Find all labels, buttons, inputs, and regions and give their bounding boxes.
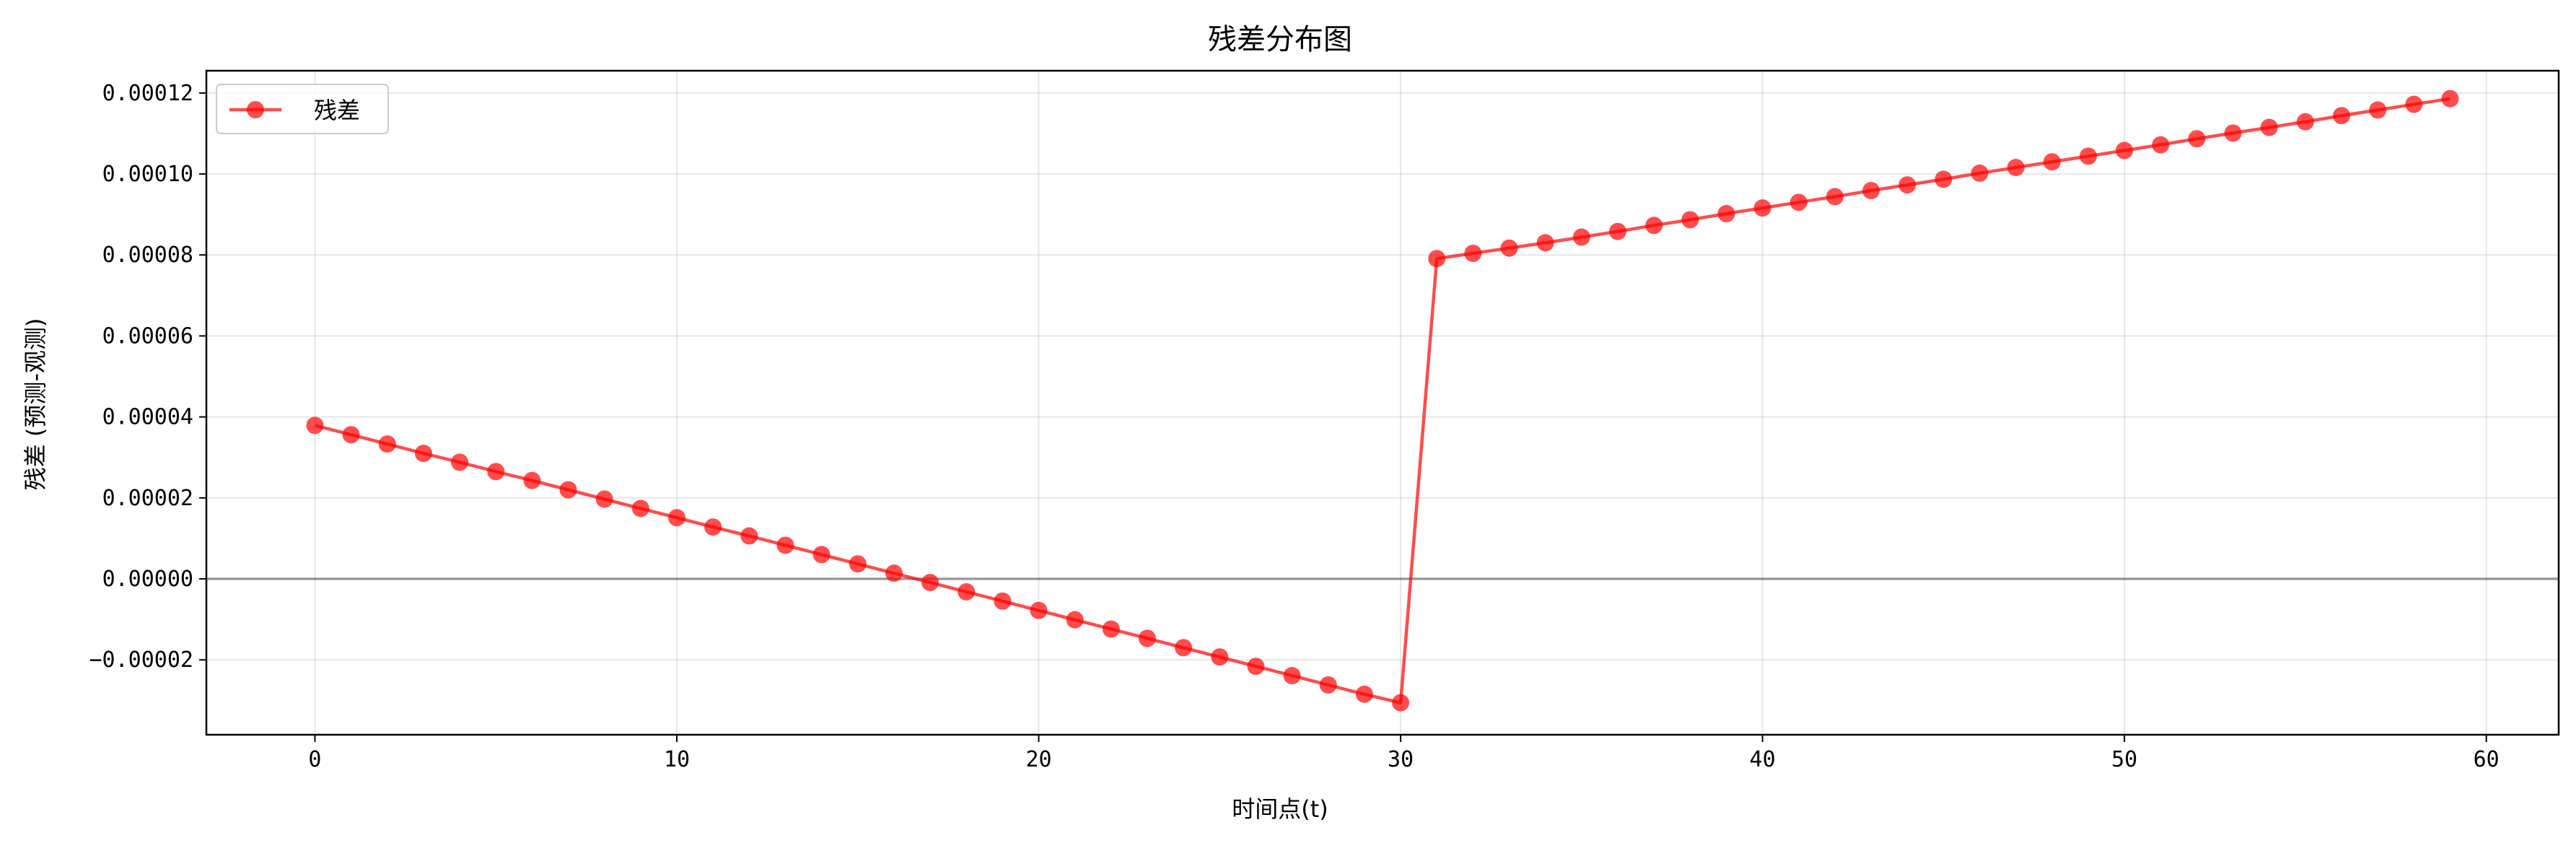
data-point xyxy=(1717,205,1735,223)
data-point xyxy=(559,481,577,499)
data-point xyxy=(885,564,903,582)
y-tick-label: 0.00012 xyxy=(102,81,193,106)
data-point xyxy=(1862,182,1880,200)
data-point xyxy=(1645,217,1663,235)
y-tick-label: −0.00002 xyxy=(89,647,194,673)
data-point xyxy=(849,555,867,573)
x-tick-label: 50 xyxy=(2111,747,2137,772)
data-point xyxy=(776,536,794,554)
x-tick-label: 10 xyxy=(664,747,690,772)
x-axis-label: 时间点(t) xyxy=(1232,795,1328,823)
data-point xyxy=(1609,222,1626,240)
data-point xyxy=(1175,639,1193,657)
data-point xyxy=(2188,130,2206,148)
data-point xyxy=(2116,141,2134,160)
y-tick-label: 0.00004 xyxy=(102,405,193,430)
data-point xyxy=(595,490,613,508)
data-point xyxy=(1464,245,1482,262)
data-point xyxy=(740,527,758,545)
data-point xyxy=(1319,676,1337,694)
data-point xyxy=(704,518,722,536)
data-point xyxy=(2007,159,2025,177)
data-point xyxy=(378,435,396,453)
data-point xyxy=(1500,239,1518,257)
data-point xyxy=(631,499,649,517)
data-point xyxy=(1428,250,1446,268)
data-point xyxy=(2260,118,2278,136)
legend-label: 残差 xyxy=(314,97,360,124)
data-point xyxy=(1935,170,1953,188)
y-tick-label: 0.00008 xyxy=(102,243,193,268)
data-point xyxy=(2224,124,2242,142)
data-point xyxy=(812,546,831,564)
data-point xyxy=(523,471,541,489)
data-point xyxy=(2080,147,2097,165)
data-point xyxy=(2405,95,2423,113)
data-point xyxy=(1211,648,1229,666)
data-point xyxy=(1572,228,1590,246)
data-point xyxy=(1247,658,1265,676)
data-point xyxy=(921,574,939,592)
x-tick-label: 20 xyxy=(1025,747,1051,772)
data-point xyxy=(1536,234,1554,252)
legend-box xyxy=(216,84,389,134)
data-point xyxy=(451,453,469,471)
data-point xyxy=(1971,164,1989,182)
data-point xyxy=(487,463,505,481)
data-point xyxy=(2441,89,2459,108)
data-point xyxy=(2043,153,2061,171)
y-axis-ticks: −0.00002 0.00000 0.00002 0.00004 0.00006 0.00… xyxy=(89,81,206,673)
data-point xyxy=(2296,113,2314,131)
data-point xyxy=(958,582,976,600)
data-point xyxy=(1789,193,1808,211)
data-point xyxy=(1139,629,1156,647)
data-point xyxy=(1102,620,1120,638)
y-tick-label: 0.00000 xyxy=(102,567,193,592)
x-tick-label: 0 xyxy=(308,747,321,772)
data-point xyxy=(1066,611,1084,629)
data-point xyxy=(1355,685,1373,703)
plot-area-frame xyxy=(205,69,2560,736)
data-point xyxy=(1392,694,1410,712)
data-point xyxy=(994,592,1012,610)
data-point xyxy=(1898,176,1916,194)
data-point xyxy=(1753,199,1771,217)
data-point xyxy=(1030,601,1048,619)
y-tick-label: 0.00002 xyxy=(102,486,193,511)
data-point xyxy=(1283,667,1301,685)
data-point xyxy=(414,445,432,463)
legend: 残差 xyxy=(216,84,389,134)
data-point xyxy=(342,426,360,444)
y-axis-label: 残差 (预测-观测) xyxy=(22,318,49,491)
x-tick-label: 30 xyxy=(1388,747,1414,772)
y-tick-label: 0.00006 xyxy=(102,323,193,349)
series-layer xyxy=(306,89,2459,712)
x-tick-label: 40 xyxy=(1750,747,1776,772)
data-point xyxy=(1826,188,1844,206)
data-point xyxy=(2369,101,2387,119)
chart-title: 残差分布图 xyxy=(1208,23,1352,56)
grid-lines xyxy=(206,71,2559,735)
y-tick-label: 0.00010 xyxy=(102,162,193,187)
x-axis-ticks: 0 10 20 30 40 50 60 xyxy=(308,735,2500,772)
data-point xyxy=(668,509,685,527)
data-point xyxy=(306,416,324,434)
data-point xyxy=(1681,211,1699,229)
data-point xyxy=(2152,136,2170,154)
data-point xyxy=(2333,107,2351,125)
legend-marker-sample xyxy=(247,101,264,118)
x-tick-label: 60 xyxy=(2474,747,2500,772)
